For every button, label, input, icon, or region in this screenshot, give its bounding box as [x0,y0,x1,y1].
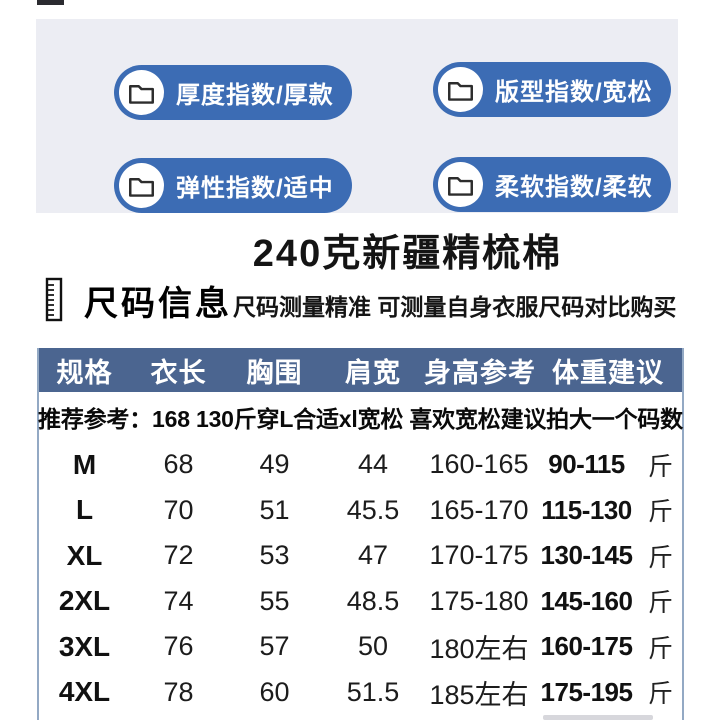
length-cell: 78 [163,676,194,707]
table-row-xl: XL 72 53 47 170-175 130-145 斤 [39,533,682,579]
partial-top-element [37,0,64,5]
size-table-header-row: 规格 衣长 胸围 肩宽 身高参考 体重建议 [39,348,682,392]
chest-cell: 51 [259,494,290,525]
header-chest: 胸围 [246,357,303,388]
badge-label: 版型指数/宽松 [495,79,653,106]
size-cell: 2XL [58,585,111,617]
chest-cell: 57 [259,631,290,662]
header-weight-advice: 体重建议 [552,357,664,388]
length-cell: 68 [163,449,194,480]
unit-cell: 斤 [647,452,673,481]
header-shoulder: 肩宽 [345,357,401,388]
table-row-3xl: 3XL 76 57 50 180左右 160-175 斤 [39,624,682,670]
height-cell: 170-175 [429,540,529,571]
chest-cell: 53 [259,540,290,571]
size-cell: 4XL [58,676,111,708]
chest-cell: 49 [259,449,290,480]
size-cell: L [75,494,94,526]
ruler-icon [44,277,65,327]
height-cell: 175-180 [429,585,529,616]
table-row-l: L 70 51 45.5 165-170 115-130 斤 [39,488,682,534]
folder-icon [119,70,164,115]
table-row-2xl: 2XL 74 55 48.5 175-180 145-160 斤 [39,579,682,625]
header-height-ref: 身高参考 [424,357,536,388]
height-cell: 165-170 [429,494,529,525]
height-cell: 185左右 [429,679,529,710]
badge-label: 弹性指数/适中 [176,175,334,202]
unit-cell: 斤 [647,589,673,618]
shoulder-cell: 44 [357,449,389,480]
next-section-edge [543,715,653,720]
folder-icon [438,67,483,112]
weight-cell: 145-160 [540,585,633,616]
size-cell: XL [66,539,103,571]
weight-cell: 130-145 [540,540,633,571]
folder-icon [119,163,164,208]
size-cell: M [72,448,97,480]
size-cell: 3XL [58,630,111,662]
table-row-m: M 68 49 44 160-165 90-115 斤 [39,442,682,488]
unit-cell: 斤 [647,543,673,572]
chest-cell: 60 [259,676,290,707]
badge-label: 柔软指数/柔软 [495,174,653,201]
weight-cell: 175-195 [540,676,633,707]
height-cell: 180左右 [429,634,529,665]
weight-cell: 160-175 [540,631,633,662]
shoulder-cell: 50 [357,631,389,662]
table-row-4xl: 4XL 78 60 51.5 185左右 175-195 斤 [39,670,682,716]
weight-cell: 90-115 [548,449,625,480]
folder-icon [438,162,483,207]
shoulder-cell: 47 [357,540,389,571]
weight-cell: 115-130 [541,494,632,525]
height-cell: 160-165 [429,449,529,480]
length-cell: 70 [163,494,194,525]
size-section-subtitle: 尺码测量精准 可测量自身衣服尺码对比购买 [233,294,677,320]
badge-label: 厚度指数/厚款 [176,82,334,109]
length-cell: 76 [163,631,194,662]
header-spec: 规格 [56,357,113,388]
size-table: 规格 衣长 胸围 肩宽 身高参考 体重建议 推荐参考：168 130斤穿L合适x… [37,348,684,720]
unit-cell: 斤 [647,680,673,709]
badge-elasticity-index: 弹性指数/适中 [114,158,352,213]
length-cell: 74 [163,585,194,616]
unit-cell: 斤 [647,498,673,527]
shoulder-cell: 45.5 [346,494,400,525]
chest-cell: 55 [259,585,290,616]
shoulder-cell: 51.5 [346,676,400,707]
unit-cell: 斤 [647,634,673,663]
recommendation-row: 推荐参考：168 130斤穿L合适xl宽松 喜欢宽松建议拍大一个码数 [38,406,683,432]
badge-softness-index: 柔软指数/柔软 [433,157,671,212]
size-section-title: 尺码信息 [84,285,232,323]
badge-thickness-index: 厚度指数/厚款 [114,65,352,120]
badge-fit-index: 版型指数/宽松 [433,62,671,117]
fabric-title: 240克新疆精梳棉 [252,233,563,275]
header-length: 衣长 [150,357,207,388]
length-cell: 72 [163,540,194,571]
fabric-index-panel: 厚度指数/厚款 版型指数/宽松 弹性指数/适中 柔软指数/柔软 [36,19,678,213]
shoulder-cell: 48.5 [346,585,400,616]
